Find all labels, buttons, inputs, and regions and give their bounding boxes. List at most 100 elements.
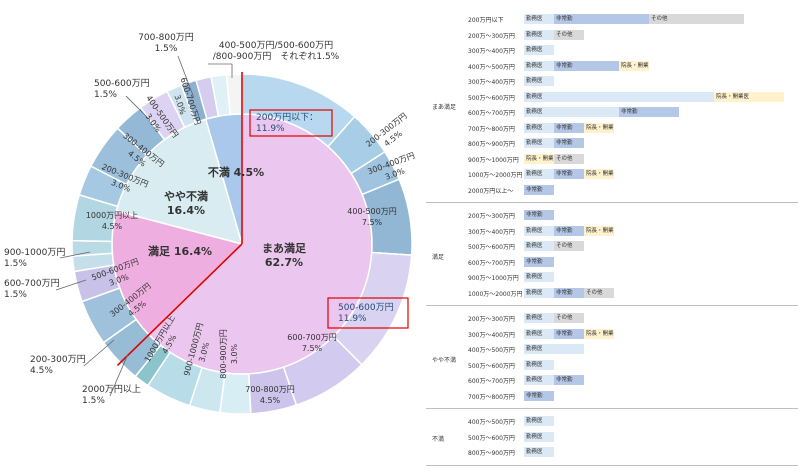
- callout-label: 700-800万円 1.5%: [138, 32, 194, 54]
- bar-segment: 非常勤: [554, 122, 584, 133]
- callout-label: 500-600万円 11.9%: [338, 302, 394, 324]
- bar-segment: 院長・開業医: [619, 60, 649, 71]
- breakdown-bar-panel: 200万円以下 勤務医 非常勤 その他 200万～300万円 勤務医 その他 300万～400…: [426, 10, 798, 472]
- callout-label: 2000万円以上 1.5%: [82, 384, 141, 406]
- callout-label: 900-1000万円 1.5%: [4, 247, 65, 269]
- bar-segment: 院長・開業医: [714, 91, 784, 102]
- row-label: 1000万～2000万円: [468, 172, 523, 179]
- bar-segment: 非常勤: [554, 287, 584, 298]
- bar-segment: 非常勤: [554, 169, 584, 179]
- bar-segment: 院長・開業医: [584, 169, 614, 179]
- outer-slice-15: [71, 239, 114, 257]
- inner-label-yaya: やや不満 16.4%: [164, 189, 208, 217]
- bar-segment: 非常勤: [524, 256, 554, 267]
- bar-segment: 非常勤: [554, 138, 584, 148]
- row-label: 600万～700万円: [468, 110, 515, 117]
- row-label: 500万～600万円: [468, 94, 515, 102]
- row-label: 400万～500万円: [468, 347, 515, 354]
- row-label: 300万～400万円: [468, 331, 515, 339]
- bar-segment: 勤務医: [524, 76, 554, 86]
- bar-segment: 勤務医: [524, 241, 554, 251]
- bar-segment: 勤務医: [524, 287, 554, 298]
- bar-segment: その他: [649, 14, 744, 24]
- row-label: 200万～300万円: [468, 316, 515, 323]
- bar-segment: 非常勤: [619, 107, 679, 117]
- bar-segment: 勤務医: [524, 359, 554, 370]
- leader-line: [83, 339, 115, 367]
- bar-segment: 勤務医: [524, 107, 619, 117]
- row-label: 700万～800万円: [468, 393, 515, 401]
- row-label: 200万～300万円: [468, 213, 515, 220]
- row-label: 900万～1000万円: [468, 156, 519, 164]
- callout-label: 600-700万円 1.5%: [4, 278, 60, 300]
- highlight-box: [327, 297, 409, 329]
- group-label: 不満: [432, 436, 445, 444]
- bar-segment: 勤務医: [524, 14, 554, 24]
- callout-label: 400-500万円/500-600万円/800-900万円 それぞれ1.5%: [213, 40, 340, 62]
- outer-label: 400-500万円 7.5%: [347, 207, 396, 227]
- group-separator: [426, 305, 798, 306]
- bar-segment: 非常勤: [554, 225, 584, 236]
- group-label: 満足: [432, 253, 445, 261]
- highlight-box: [249, 109, 333, 137]
- leader-line: [59, 251, 91, 259]
- bar-segment: 非常勤: [554, 14, 649, 24]
- bar-segment: 院長・開業医: [524, 153, 554, 164]
- bar-segment: 勤務医: [524, 272, 554, 282]
- bar-segment: 勤務医: [524, 45, 554, 55]
- leader-line: [125, 95, 151, 121]
- row-label: 400万～500万円: [468, 419, 515, 426]
- row-label: 700万～800万円: [468, 125, 515, 133]
- bar-segment: 非常勤: [554, 60, 619, 71]
- bar-segment: 勤務医: [524, 375, 554, 385]
- bar-segment: 非常勤: [524, 184, 554, 195]
- bar-segment: 勤務医: [524, 313, 554, 323]
- leader-line: [177, 55, 195, 99]
- bar-segment: 非常勤: [554, 375, 584, 385]
- outer-label: 600-700万円 7.5%: [287, 333, 336, 353]
- row-label: 500万～600万円: [468, 244, 515, 251]
- bar-segment: 勤務医: [524, 344, 584, 354]
- row-label: 500万～600万円: [468, 362, 515, 370]
- row-label: 2000万円以上～: [468, 187, 514, 195]
- callout-label: 200-300万円 4.5%: [30, 354, 86, 376]
- row-label: 800万～900万円: [468, 450, 515, 457]
- row-label: 1000万～2000万円: [468, 290, 523, 298]
- bar-segment: 勤務医: [524, 29, 554, 40]
- bar-segment: 院長・開業医: [584, 328, 614, 339]
- bar-segment: 勤務医: [524, 431, 554, 442]
- inner-label-fuman: 不満 4.5%: [208, 165, 264, 179]
- bar-segment: その他: [584, 287, 614, 298]
- bar-segment: 非常勤: [524, 210, 554, 220]
- leader-line: [55, 279, 87, 291]
- group-separator: [426, 408, 798, 409]
- bar-segment: 勤務医: [524, 60, 554, 71]
- row-label: 300万～400万円: [468, 228, 515, 236]
- bar-segment: 勤務医: [524, 225, 554, 236]
- leader-line: [109, 353, 129, 397]
- bar-segment: その他: [554, 29, 584, 40]
- bar-segment: 勤務医: [524, 138, 554, 148]
- row-label: 900万～1000万円: [468, 275, 519, 282]
- row-label: 800万～900万円: [468, 141, 515, 148]
- row-label: 600万～700万円: [468, 378, 515, 385]
- bar-segment: 非常勤: [524, 390, 554, 401]
- bar-segment: 院長・開業医: [584, 225, 614, 236]
- row-label: 500万～600万円: [468, 434, 515, 442]
- bar-segment: 院長・開業医: [584, 122, 614, 133]
- row-label: 300万～400万円: [468, 48, 515, 55]
- outer-label: 700-800万円 4.5%: [245, 385, 294, 405]
- bar-segment: 勤務医: [524, 416, 554, 426]
- group-separator: [426, 464, 798, 466]
- divider-line: [116, 243, 243, 367]
- bar-segment: 勤務医: [524, 122, 554, 133]
- row-label: 400万～500万円: [468, 63, 515, 71]
- inner-label-manzoku: 満足 16.4%: [148, 244, 212, 258]
- sunburst-chart: まあ満足 62.7% 満足 16.4% やや不満 16.4%不満 4.5% 200-300…: [4, 32, 416, 415]
- bar-segment: 勤務医: [524, 328, 554, 339]
- callout-label: 200万円以下： 11.9%: [256, 112, 318, 134]
- bar-segment: 勤務医: [524, 447, 554, 457]
- group-separator: [426, 202, 798, 203]
- inner-label-mama: まあ満足 62.7%: [262, 241, 307, 269]
